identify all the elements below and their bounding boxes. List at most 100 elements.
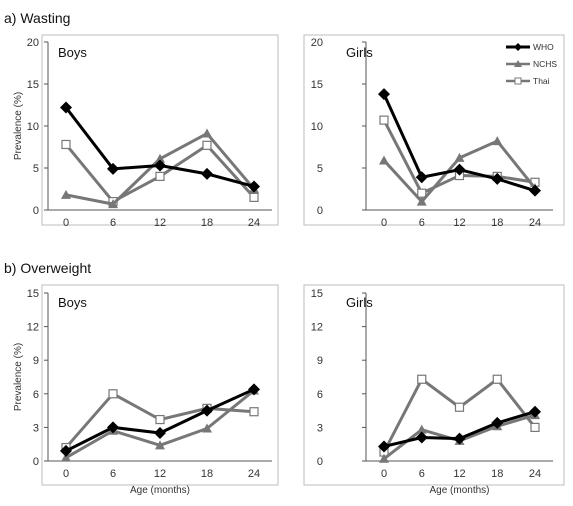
legend-label: Thai (533, 76, 550, 86)
data-point (491, 172, 504, 185)
data-point (491, 416, 504, 429)
data-point (378, 440, 390, 453)
data-point (379, 115, 389, 125)
x-tick-label: 24 (529, 217, 541, 229)
data-point (201, 404, 213, 417)
data-point (415, 431, 428, 444)
data-point (202, 140, 212, 150)
y-tick-label: 0 (317, 205, 323, 217)
data-point (529, 405, 541, 418)
panel-title: Girls (346, 295, 373, 310)
legend-marker (514, 77, 522, 85)
data-point (61, 139, 71, 150)
data-point (454, 402, 465, 412)
data-point (248, 180, 260, 193)
y-axis-title: Prevalence (%) (13, 92, 24, 160)
series-nchs (379, 136, 540, 206)
y-tick-label: 3 (317, 422, 323, 434)
y-tick-label: 12 (27, 322, 39, 334)
data-point (529, 184, 541, 197)
panel-title: Boys (58, 45, 87, 60)
data-point (201, 167, 213, 180)
chart-panel-4: 0 3 6 9 12 15 0 6 12 18 24 Girls Age (months) (303, 284, 565, 496)
section-title-overweight: b) Overweight (4, 260, 91, 276)
y-tick-label: 0 (317, 456, 323, 468)
data-point (61, 189, 71, 199)
data-point (417, 374, 427, 384)
series-nchs (61, 128, 259, 209)
y-tick-label: 5 (317, 163, 323, 175)
chart-panel-2: 0 5 10 15 20 0 6 12 18 24 Girls (303, 34, 565, 229)
x-tick-label: 12 (154, 217, 166, 229)
x-tick-label: 18 (201, 468, 213, 480)
data-point (492, 374, 502, 384)
data-point (154, 427, 166, 439)
data-point (107, 162, 119, 175)
panel-title: Girls (346, 45, 373, 60)
panel-title: Boys (58, 295, 87, 310)
data-point (60, 101, 72, 114)
legend-entry-who: WHO (506, 42, 554, 52)
data-point (530, 422, 540, 432)
x-axis-title: Age (months) (429, 485, 489, 496)
x-tick-label: 12 (453, 217, 465, 229)
y-tick-label: 12 (311, 322, 323, 334)
x-axis-title: Age (months) (130, 485, 190, 496)
x-tick-label: 6 (419, 468, 425, 480)
x-tick-label: 6 (110, 217, 116, 229)
data-point (155, 440, 165, 450)
x-tick-label: 18 (201, 217, 213, 229)
y-tick-label: 6 (317, 389, 323, 401)
panel-frame (41, 284, 279, 486)
y-tick-label: 9 (317, 355, 323, 367)
data-point (379, 453, 389, 463)
y-tick-label: 9 (33, 355, 39, 367)
y-tick-label: 15 (311, 79, 323, 91)
y-axis-title: Prevalence (%) (13, 343, 24, 411)
data-point (61, 452, 71, 462)
x-tick-label: 6 (110, 468, 116, 480)
x-tick-label: 0 (63, 468, 69, 480)
y-tick-label: 0 (33, 456, 39, 468)
series-who (378, 88, 541, 197)
series-who (60, 101, 260, 193)
x-tick-label: 0 (381, 217, 387, 229)
data-point (492, 136, 503, 146)
x-tick-label: 0 (381, 468, 387, 480)
legend-entry-thai: Thai (506, 76, 550, 86)
data-point (453, 163, 466, 176)
chart-panels: 0 5 10 15 20 0 6 12 18 24 Boys Prevalence (%) 0 5 10 15… (13, 34, 565, 496)
legend: WHO NCHS Thai (506, 42, 557, 86)
series-who (60, 383, 260, 457)
x-tick-label: 24 (529, 468, 541, 480)
panel-frame (303, 284, 565, 486)
data-point (108, 389, 118, 399)
legend-label: WHO (533, 42, 554, 52)
series-who (378, 405, 541, 453)
x-tick-label: 24 (248, 468, 260, 480)
y-tick-label: 6 (33, 389, 39, 401)
y-tick-label: 20 (27, 37, 39, 49)
x-tick-label: 18 (491, 468, 503, 480)
data-point (108, 199, 118, 209)
x-tick-label: 24 (248, 217, 260, 229)
chart-panel-1: 0 5 10 15 20 0 6 12 18 24 Boys Prevalence (%) (13, 34, 279, 229)
data-point (155, 153, 165, 163)
data-point (202, 128, 212, 138)
section-title-wasting: a) Wasting (4, 10, 70, 26)
chart-panel-3: 0 3 6 9 12 15 0 6 12 18 24 Boys Prevalence (%) Age (m… (13, 284, 279, 496)
panel-frame (41, 34, 279, 226)
data-point (60, 444, 72, 457)
data-point (155, 171, 165, 181)
data-point (379, 155, 389, 165)
data-point (417, 188, 427, 198)
x-tick-label: 12 (154, 468, 166, 480)
y-tick-label: 20 (311, 37, 323, 49)
legend-entry-nchs: NCHS (506, 59, 557, 69)
y-tick-label: 15 (27, 79, 39, 91)
data-point (249, 192, 259, 202)
x-tick-label: 6 (419, 217, 425, 229)
legend-marker (514, 43, 522, 51)
data-point (249, 407, 259, 417)
